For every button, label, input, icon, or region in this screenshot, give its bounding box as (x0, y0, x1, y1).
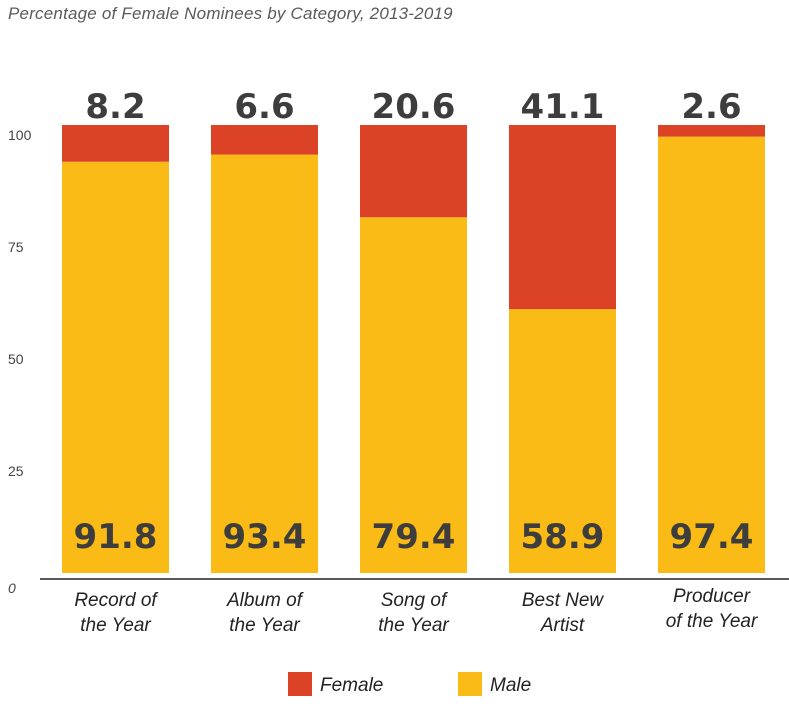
legend-label-male: Male (490, 675, 531, 696)
y-tick-label: 50 (8, 351, 24, 367)
data-label-male: 91.8 (74, 517, 158, 557)
data-label-male: 58.9 (521, 517, 605, 557)
data-label-female: 8.2 (85, 87, 145, 127)
x-tick-label: the Year (378, 615, 449, 636)
y-axis: 0 25 50 75 100 (8, 127, 32, 596)
x-tick-label: the Year (80, 615, 151, 636)
x-tick-label: Producer (673, 586, 751, 607)
bar-female (658, 125, 765, 137)
y-tick-label: 25 (8, 463, 24, 479)
legend: Female Male (288, 672, 531, 696)
x-tick-label: the Year (229, 615, 300, 636)
legend-swatch-female (288, 672, 312, 696)
x-tick-label: Album of (226, 590, 304, 611)
y-tick-label: 0 (8, 580, 16, 596)
x-tick-label: of the Year (666, 611, 758, 632)
bar-male (509, 309, 616, 573)
bars (62, 125, 765, 573)
bar-female (62, 125, 169, 162)
data-label-female: 2.6 (681, 87, 741, 127)
y-tick-label: 75 (8, 239, 24, 255)
bar-male (211, 154, 318, 573)
legend-label-female: Female (320, 675, 383, 696)
bar-female (211, 125, 318, 155)
data-label-male: 93.4 (223, 517, 307, 557)
data-label-female: 6.6 (234, 87, 294, 127)
x-tick-label: Best New (522, 590, 605, 611)
data-label-female: 20.6 (372, 87, 456, 127)
data-label-female: 41.1 (521, 87, 605, 127)
bar-male (360, 217, 467, 573)
x-tick-label: Record of (74, 590, 158, 611)
bar-female (360, 125, 467, 218)
x-axis: Record of the Year Album of the Year Song of… (74, 586, 758, 636)
bar-male (62, 161, 169, 573)
data-label-male: 97.4 (670, 517, 754, 557)
y-tick-label: 100 (8, 127, 32, 143)
bar-female (509, 125, 616, 310)
legend-swatch-male (458, 672, 482, 696)
chart-title: Percentage of Female Nominees by Categor… (8, 4, 453, 23)
x-tick-label: Song of (381, 590, 448, 611)
data-label-male: 79.4 (372, 517, 456, 557)
data-labels: 8.2 91.8 6.6 93.4 20.6 79.4 41.1 58.9 2.6 97.4 (74, 87, 754, 557)
bar-male (658, 136, 765, 573)
x-tick-label: Artist (540, 615, 585, 636)
